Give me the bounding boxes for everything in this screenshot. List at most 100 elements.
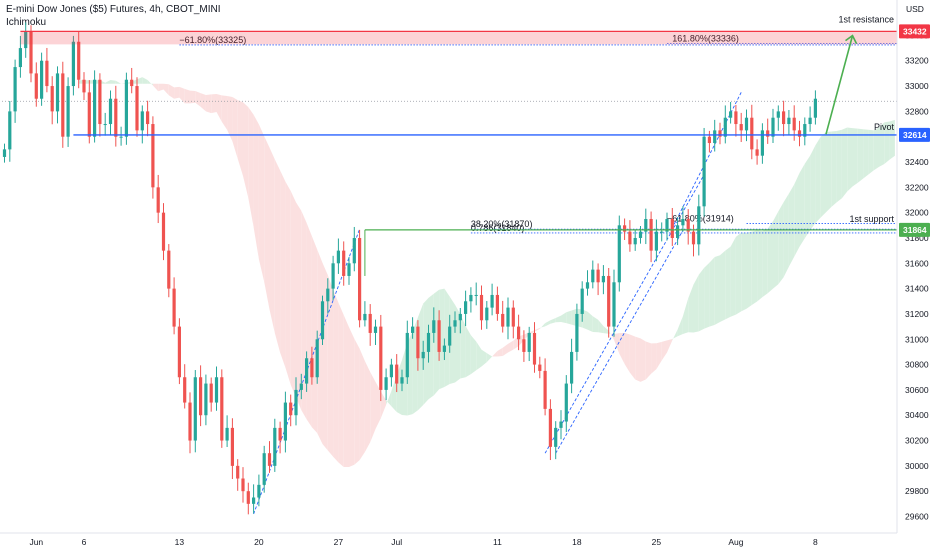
cloud-bear-segment <box>280 170 286 368</box>
time-tick-label: 8 <box>813 537 818 547</box>
candle-up <box>697 206 701 245</box>
candle-down <box>188 402 192 441</box>
cloud-bear-segment <box>184 88 190 104</box>
candle-up <box>400 377 404 384</box>
candle-up <box>469 294 473 302</box>
candle-down <box>267 453 272 466</box>
candle-up <box>315 339 319 378</box>
cloud-bear-segment <box>227 96 233 142</box>
candle-up <box>660 231 664 233</box>
candle-down <box>98 79 102 125</box>
cloud-bear-segment <box>200 93 206 112</box>
cloud-bear-segment <box>661 340 667 361</box>
cloud-bear-segment <box>317 249 323 444</box>
cloud-bull-segment <box>460 313 466 379</box>
time-tick-label: 6 <box>82 537 87 547</box>
cloud-bull-segment <box>105 80 111 84</box>
candle-up <box>331 263 335 289</box>
fib-label: −61.80%(31914) <box>667 214 734 224</box>
cloud-bull-segment <box>741 232 747 312</box>
candle-up <box>71 41 75 87</box>
cloud-bull-segment <box>476 341 482 371</box>
cloud-bear-segment <box>513 336 519 350</box>
fib-label: −61.80%(33325) <box>179 35 246 45</box>
candle-down <box>177 326 181 378</box>
cloud-bull-segment <box>725 246 731 320</box>
cloud-bull-segment <box>555 315 561 323</box>
cloud-bear-segment <box>380 391 387 419</box>
candle-down <box>167 250 171 289</box>
candle-up <box>585 282 590 289</box>
candle-up <box>326 288 330 302</box>
candle-down <box>755 149 759 156</box>
candle-up <box>633 237 637 245</box>
candle-down <box>199 377 203 416</box>
candle-down <box>50 86 54 112</box>
candle-down <box>501 313 505 327</box>
time-tick-label: 27 <box>334 537 344 547</box>
time-tick-label: 25 <box>652 537 662 547</box>
candle-up <box>575 313 579 352</box>
candle-down <box>183 377 187 403</box>
fib-label: 161.80%(33336) <box>672 34 739 44</box>
cloud-bear-segment <box>375 381 381 430</box>
cloud-bull-segment <box>433 289 440 396</box>
cloud-bull-segment <box>820 132 826 218</box>
cloud-bull-segment <box>709 256 715 327</box>
candle-down <box>209 383 213 403</box>
candle-down <box>782 111 786 125</box>
cloud-bull-segment <box>873 127 879 171</box>
candle-down <box>750 117 754 150</box>
candle-down <box>607 275 611 327</box>
level-price-label: 33432 <box>903 26 927 36</box>
candle-down <box>707 136 711 144</box>
cloud-bull-segment <box>720 250 726 323</box>
candle-up <box>103 124 107 126</box>
cloud-bull-segment <box>783 193 789 278</box>
candle-down <box>29 31 33 74</box>
cloud-bull-segment <box>863 129 869 179</box>
candle-down <box>368 313 372 333</box>
candle-down <box>34 73 38 99</box>
candle-up <box>66 86 70 137</box>
candle-up <box>252 497 256 504</box>
cloud-bull-segment <box>688 284 694 333</box>
cloud-bear-segment <box>205 94 212 114</box>
candle-up <box>723 117 727 137</box>
price-tick-label: 30200 <box>905 436 929 446</box>
candle-up <box>405 332 409 378</box>
time-tick-label: 18 <box>572 537 582 547</box>
candle-up <box>2 149 7 157</box>
candle-down <box>230 427 234 466</box>
candle-up <box>13 67 17 112</box>
candle-down <box>517 326 521 340</box>
candle-up <box>294 389 298 416</box>
candle-up <box>808 117 812 125</box>
candle-down <box>495 294 499 314</box>
candle-down <box>479 294 484 321</box>
cloud-bull-segment <box>826 131 832 213</box>
cloud-bear-segment <box>338 302 344 468</box>
candle-up <box>299 383 303 390</box>
cloud-bear-segment <box>232 97 238 159</box>
price-tick-label: 30600 <box>905 385 929 395</box>
candle-up <box>612 282 616 327</box>
candle-up <box>564 383 568 422</box>
resistance-zone <box>20 31 897 45</box>
cloud-bull-segment <box>884 121 890 164</box>
candle-down <box>548 408 552 447</box>
cloud-bull-segment <box>751 230 758 305</box>
candle-up <box>638 231 643 238</box>
price-tick-label: 32800 <box>905 106 929 116</box>
candle-up <box>771 117 775 137</box>
candle-up <box>283 402 287 441</box>
cloud-bull-segment <box>566 310 572 325</box>
cloud-bull-segment <box>831 130 837 207</box>
candle-down <box>220 377 224 441</box>
cloud-bear-segment <box>629 334 636 380</box>
cloud-bull-segment <box>852 128 858 187</box>
level-price-box <box>899 24 930 39</box>
candle-up <box>421 351 425 359</box>
price-tick-label: 31000 <box>905 334 929 344</box>
